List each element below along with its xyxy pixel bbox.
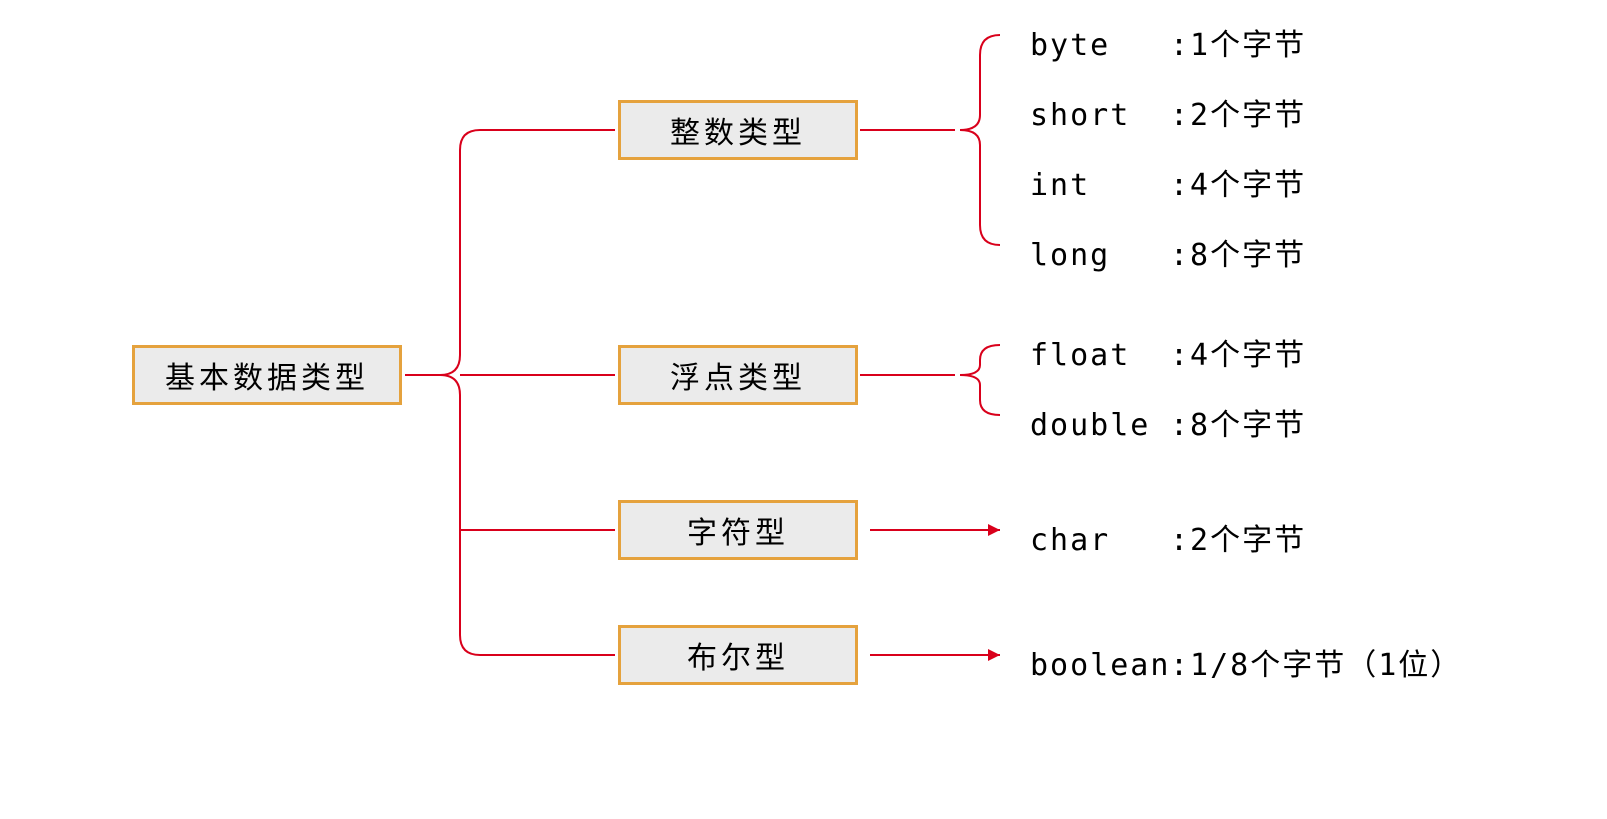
leaf-desc: :1个字节 [1170,28,1306,63]
leaf-name: short [1030,98,1170,133]
leaf-name: byte [1030,28,1170,63]
leaf-name: boolean [1030,648,1170,683]
leaf-int: int:4个字节 [1030,160,1306,204]
root-label: 基本数据类型 [165,353,369,397]
category-label: 字符型 [687,508,789,552]
leaf-name: int [1030,168,1170,203]
leaf-desc: :4个字节 [1170,338,1306,373]
leaf-byte: byte:1个字节 [1030,20,1306,64]
category-label: 浮点类型 [670,353,806,397]
leaf-boolean: boolean:1/8个字节（1位） [1030,640,1462,684]
leaf-char: char:2个字节 [1030,515,1306,559]
leaf-desc: :2个字节 [1170,523,1306,558]
leaf-name: float [1030,338,1170,373]
leaf-name: long [1030,238,1170,273]
leaf-name: double [1030,408,1170,443]
category-label: 整数类型 [670,108,806,152]
category-bool: 布尔型 [618,625,858,685]
category-label: 布尔型 [687,633,789,677]
leaf-double: double:8个字节 [1030,400,1306,444]
root-node: 基本数据类型 [132,345,402,405]
leaf-desc: :8个字节 [1170,408,1306,443]
leaf-long: long:8个字节 [1030,230,1306,274]
leaf-short: short:2个字节 [1030,90,1306,134]
category-char: 字符型 [618,500,858,560]
category-integer: 整数类型 [618,100,858,160]
leaf-float: float:4个字节 [1030,330,1306,374]
leaf-desc: :2个字节 [1170,98,1306,133]
category-float: 浮点类型 [618,345,858,405]
leaf-desc: :1/8个字节（1位） [1170,648,1462,683]
leaf-name: char [1030,523,1170,558]
leaf-desc: :4个字节 [1170,168,1306,203]
leaf-desc: :8个字节 [1170,238,1306,273]
